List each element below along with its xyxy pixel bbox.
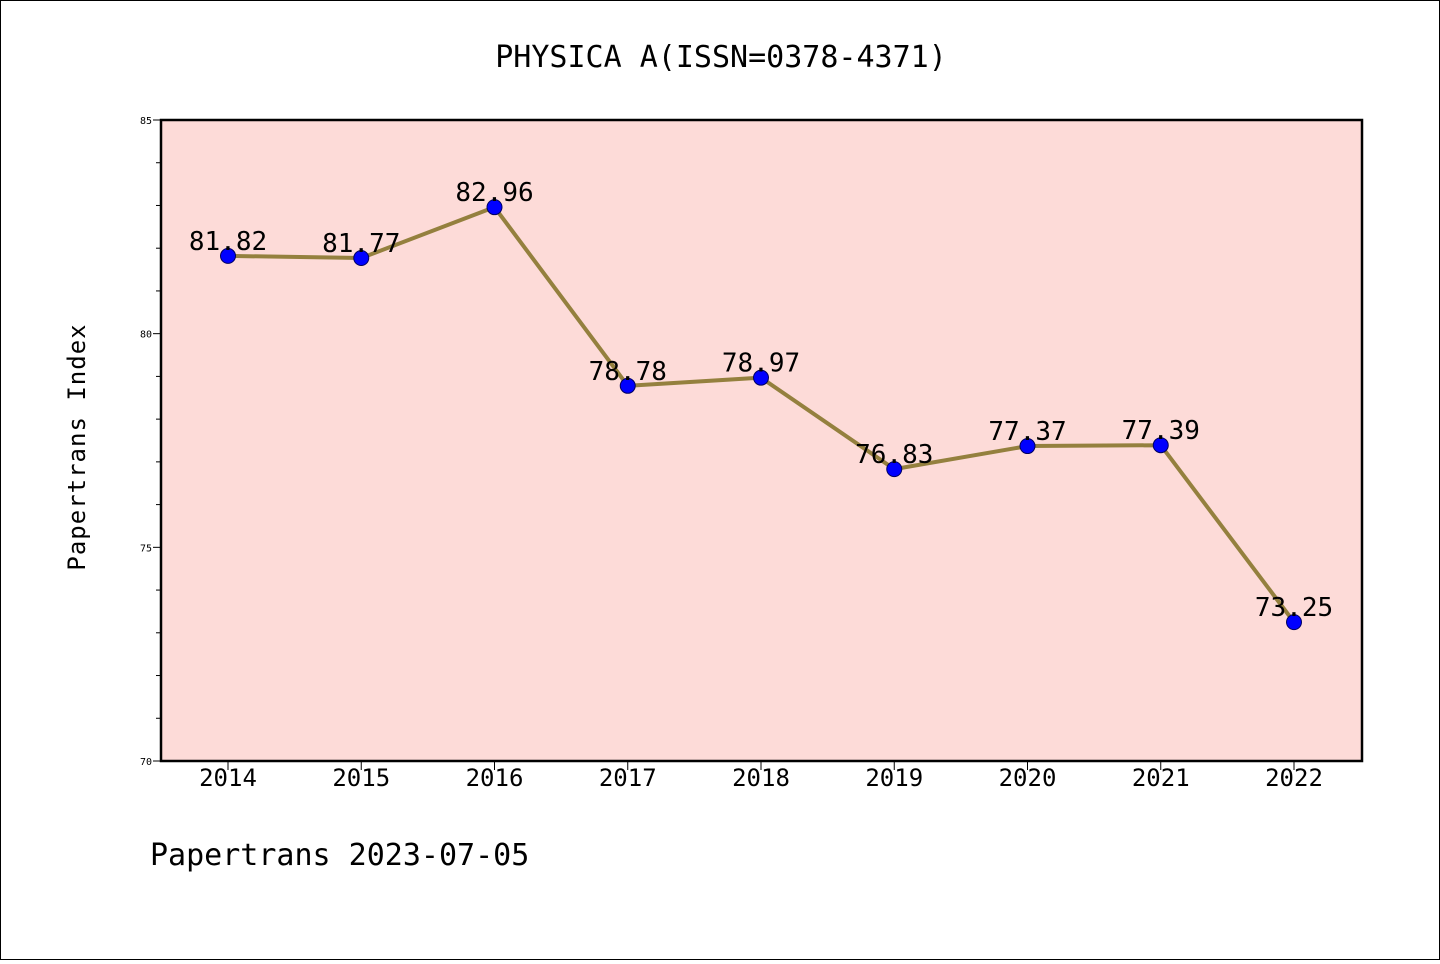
data-point xyxy=(486,199,503,216)
y-tick-label: 70 xyxy=(140,757,152,768)
footer-credit: Papertrans 2023-07-05 xyxy=(150,838,529,873)
x-tick-label: 2014 xyxy=(199,764,257,792)
data-label: 82.96 xyxy=(455,178,533,208)
data-point xyxy=(1286,614,1302,631)
data-label: 77.37 xyxy=(988,417,1066,447)
data-point xyxy=(1019,438,1036,455)
y-tick-label: 75 xyxy=(140,543,152,554)
data-label: 81.82 xyxy=(189,227,267,257)
plot-border xyxy=(159,118,1364,763)
series-group: 81.82 81.77 82.96 78.78 78.97 76.83 77.37 77.39… xyxy=(189,178,1333,631)
y-axis: 70 75 80 85 xyxy=(140,116,161,768)
data-point xyxy=(753,369,769,386)
x-tick-label: 2016 xyxy=(466,764,524,792)
x-tick-label: 2019 xyxy=(865,764,923,792)
y-axis-label: Papertrans Index xyxy=(63,323,91,570)
data-label: 81.77 xyxy=(322,229,400,259)
data-label: 78.78 xyxy=(589,357,667,387)
data-point xyxy=(886,461,903,478)
y-tick-label: 80 xyxy=(140,330,152,341)
x-tick-label: 2015 xyxy=(332,764,390,792)
y-tick-label: 85 xyxy=(140,116,152,127)
x-tick-label: 2021 xyxy=(1132,764,1190,792)
x-tick-label: 2020 xyxy=(999,764,1057,792)
data-point xyxy=(1152,437,1169,454)
data-label: 78.97 xyxy=(722,349,800,379)
x-tick-label: 2022 xyxy=(1265,764,1323,792)
data-label: 73.25 xyxy=(1255,593,1333,623)
x-tick-label: 2018 xyxy=(732,764,790,792)
data-label: 77.39 xyxy=(1122,416,1200,446)
x-axis: 2014 2015 2016 2017 2018 2019 2020 2021 2022 xyxy=(199,761,1323,792)
data-point xyxy=(353,250,370,267)
x-tick-label: 2017 xyxy=(599,764,657,792)
chart-title: PHYSICA A(ISSN=0378-4371) xyxy=(495,40,947,75)
data-point xyxy=(220,247,236,264)
data-point xyxy=(619,377,636,394)
data-label: 76.83 xyxy=(855,440,933,470)
